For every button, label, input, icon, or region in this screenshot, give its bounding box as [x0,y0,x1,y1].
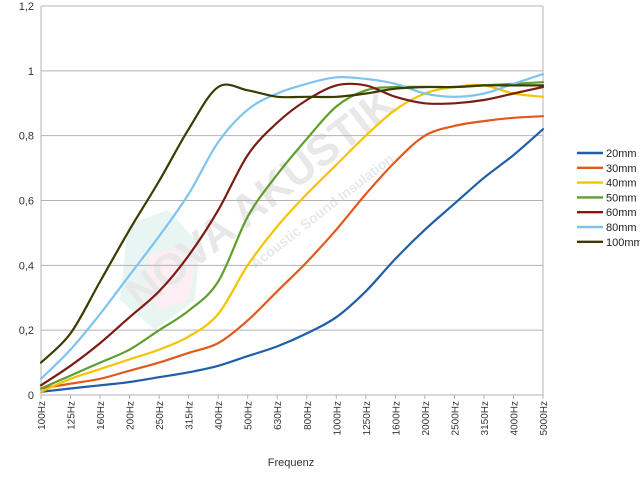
series-line-30mm [39,115,545,390]
legend-label-60mm: 60mm [606,207,637,219]
legend-label-20mm: 20mm [606,148,637,160]
watermark-logo: NOVA AKUSTIK Acoustic Sound Insulation [117,78,406,330]
x-tick-label: 2500Hz [450,401,461,435]
legend-label-50mm: 50mm [606,192,637,204]
x-tick-label: 250Hz [155,401,166,430]
watermark-hexagon [120,210,200,330]
legend: 20mm 30mm 40mm 50mm 60mm 80mm 100mm [577,148,640,249]
y-tick-label: 1,2 [19,1,34,13]
series-line-60mm [39,82,545,387]
x-tick-label: 1600Hz [391,401,402,435]
series-layer [39,73,545,393]
x-tick-label: 800Hz [303,401,314,430]
legend-label-100mm: 100mm [606,237,640,249]
y-tick-label: 0,2 [19,325,34,337]
x-tick-label: 200Hz [126,401,137,430]
x-tick-label: 100Hz [37,401,48,430]
x-tick-label: 5000Hz [539,401,550,435]
y-tick-label: 0,4 [19,260,34,272]
x-tick-label: 1250Hz [362,401,373,435]
y-tick-label: 1 [28,66,34,78]
x-tick-label: 315Hz [185,401,196,430]
x-axis-ticks: 100Hz 125Hz 160Hz 200Hz 250Hz 315Hz 400Hz 500Hz… [37,395,550,435]
x-tick-label: 4000Hz [509,401,520,435]
x-tick-label: 160Hz [96,401,107,430]
series-line-80mm [39,73,545,380]
series-line-100mm [39,83,545,364]
x-tick-label: 3150Hz [480,401,491,435]
series-line-20mm [39,128,545,393]
x-tick-label: 630Hz [273,401,284,430]
x-tick-label: 400Hz [214,401,225,430]
y-tick-label: 0,8 [19,131,34,143]
legend-label-40mm: 40mm [606,178,637,190]
x-tick-label: 1000Hz [332,401,343,435]
legend-label-30mm: 30mm [606,163,637,175]
grid-lines [41,5,543,396]
y-tick-label: 0 [28,390,34,402]
x-tick-label: 500Hz [244,401,255,430]
x-tick-label: 2000Hz [421,401,432,435]
x-tick-label: 125Hz [67,401,78,430]
x-axis-title: Frequenz [268,457,314,469]
y-tick-label: 0,6 [19,196,34,208]
y-axis-ticks: 0 0,2 0,4 0,6 0,8 1 1,2 [19,1,34,402]
legend-label-80mm: 80mm [606,222,637,234]
axes [40,6,544,396]
